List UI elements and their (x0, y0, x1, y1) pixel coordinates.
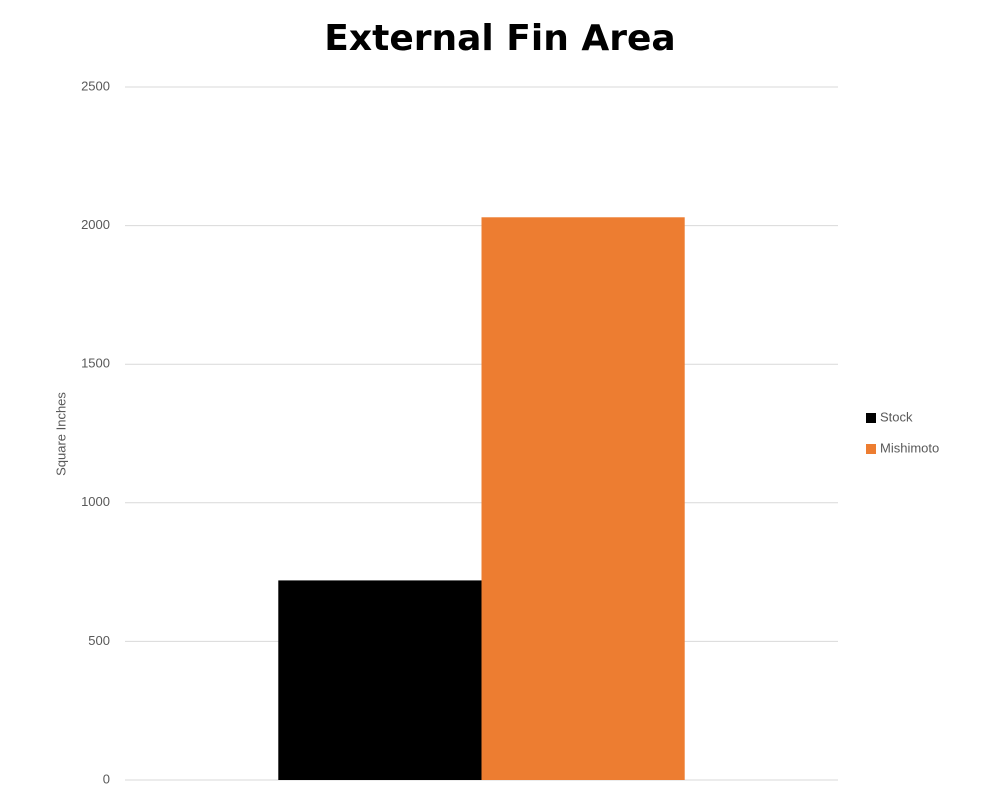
chart-title: External Fin Area (324, 18, 675, 59)
bar (481, 217, 685, 780)
legend-label: Mishimoto (880, 440, 939, 455)
legend-label: Stock (880, 409, 913, 424)
legend-swatch (866, 413, 876, 423)
legend-swatch (866, 444, 876, 454)
y-tick-label: 1500 (81, 356, 110, 371)
y-tick-label: 2000 (81, 217, 110, 232)
y-axis-label: Square Inches (53, 392, 68, 476)
y-tick-label: 0 (103, 771, 110, 786)
y-tick-label: 1000 (81, 494, 110, 509)
y-tick-label: 500 (88, 633, 110, 648)
bar (278, 580, 482, 780)
y-tick-label: 2500 (81, 78, 110, 93)
